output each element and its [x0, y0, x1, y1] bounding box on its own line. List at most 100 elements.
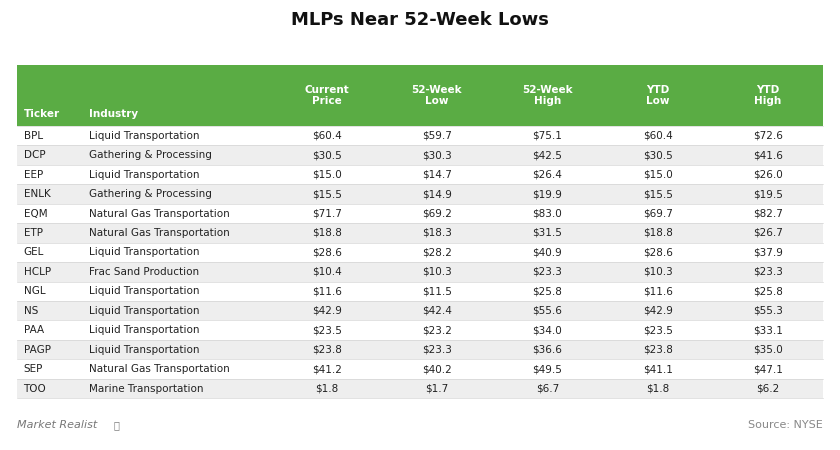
- Text: Ticker: Ticker: [24, 109, 60, 119]
- Text: $25.8: $25.8: [753, 286, 783, 296]
- Text: Frac Sand Production: Frac Sand Production: [89, 267, 199, 277]
- Text: Liquid Transportation: Liquid Transportation: [89, 286, 199, 296]
- Bar: [17, 262, 823, 282]
- Text: $26.7: $26.7: [753, 228, 783, 238]
- Text: $11.6: $11.6: [643, 286, 673, 296]
- Bar: [17, 282, 823, 301]
- Text: NS: NS: [24, 306, 38, 316]
- Text: $23.8: $23.8: [643, 345, 673, 355]
- Text: $41.1: $41.1: [643, 364, 673, 374]
- Text: $1.8: $1.8: [646, 383, 669, 394]
- Text: $41.6: $41.6: [753, 150, 783, 160]
- Text: $23.5: $23.5: [643, 325, 673, 335]
- Text: NGL: NGL: [24, 286, 45, 296]
- Bar: [17, 184, 823, 204]
- Text: $37.9: $37.9: [753, 248, 783, 257]
- Text: $18.3: $18.3: [422, 228, 452, 238]
- Text: $28.2: $28.2: [422, 248, 452, 257]
- Text: Gathering & Processing: Gathering & Processing: [89, 189, 212, 199]
- Text: $23.2: $23.2: [422, 325, 452, 335]
- Text: $82.7: $82.7: [753, 208, 783, 219]
- Text: $18.8: $18.8: [312, 228, 342, 238]
- Bar: [17, 360, 823, 379]
- Text: $15.5: $15.5: [312, 189, 342, 199]
- Text: Liquid Transportation: Liquid Transportation: [89, 345, 199, 355]
- Text: $23.3: $23.3: [753, 267, 783, 277]
- Text: $28.6: $28.6: [643, 248, 673, 257]
- Text: Liquid Transportation: Liquid Transportation: [89, 325, 199, 335]
- Text: $23.3: $23.3: [533, 267, 562, 277]
- Text: EQM: EQM: [24, 208, 47, 219]
- Text: $15.5: $15.5: [643, 189, 673, 199]
- Text: $42.9: $42.9: [643, 306, 673, 316]
- Text: $11.6: $11.6: [312, 286, 342, 296]
- Text: Liquid Transportation: Liquid Transportation: [89, 248, 199, 257]
- Text: 52-Week
Low: 52-Week Low: [412, 85, 462, 107]
- Text: DCP: DCP: [24, 150, 45, 160]
- Text: $1.8: $1.8: [315, 383, 339, 394]
- Text: $26.4: $26.4: [533, 170, 562, 180]
- Bar: [17, 204, 823, 223]
- Text: $14.7: $14.7: [422, 170, 452, 180]
- Text: $72.6: $72.6: [753, 130, 783, 141]
- Text: HCLP: HCLP: [24, 267, 50, 277]
- Text: Industry: Industry: [89, 109, 138, 119]
- Bar: [17, 223, 823, 243]
- Text: $36.6: $36.6: [533, 345, 562, 355]
- Text: $83.0: $83.0: [533, 208, 562, 219]
- Text: Current
Price: Current Price: [304, 85, 349, 107]
- Text: $30.5: $30.5: [312, 150, 342, 160]
- Text: $10.3: $10.3: [643, 267, 673, 277]
- Text: SEP: SEP: [24, 364, 43, 374]
- Text: Gathering & Processing: Gathering & Processing: [89, 150, 212, 160]
- Text: $75.1: $75.1: [533, 130, 562, 141]
- Text: 52-Week
High: 52-Week High: [522, 85, 573, 107]
- Text: ENLK: ENLK: [24, 189, 50, 199]
- Text: $6.2: $6.2: [756, 383, 780, 394]
- Text: $59.7: $59.7: [422, 130, 452, 141]
- Text: TOO: TOO: [24, 383, 46, 394]
- Text: Source: NYSE: Source: NYSE: [748, 420, 823, 430]
- Text: $30.5: $30.5: [643, 150, 673, 160]
- Text: Natural Gas Transportation: Natural Gas Transportation: [89, 228, 229, 238]
- Bar: [17, 65, 823, 126]
- Text: PAA: PAA: [24, 325, 44, 335]
- Text: $1.7: $1.7: [425, 383, 449, 394]
- Text: $26.0: $26.0: [753, 170, 783, 180]
- Text: $60.4: $60.4: [643, 130, 673, 141]
- Text: $69.7: $69.7: [643, 208, 673, 219]
- Text: BPL: BPL: [24, 130, 43, 141]
- Text: $55.3: $55.3: [753, 306, 783, 316]
- Bar: [17, 126, 823, 145]
- Text: $19.5: $19.5: [753, 189, 783, 199]
- Text: $42.9: $42.9: [312, 306, 342, 316]
- Text: $47.1: $47.1: [753, 364, 783, 374]
- Text: $15.0: $15.0: [312, 170, 342, 180]
- Text: PAGP: PAGP: [24, 345, 50, 355]
- Text: Liquid Transportation: Liquid Transportation: [89, 306, 199, 316]
- Text: $34.0: $34.0: [533, 325, 562, 335]
- Text: $60.4: $60.4: [312, 130, 342, 141]
- Text: $40.9: $40.9: [533, 248, 562, 257]
- Text: MLPs Near 52-Week Lows: MLPs Near 52-Week Lows: [291, 11, 549, 29]
- Text: $10.4: $10.4: [312, 267, 342, 277]
- Text: EEP: EEP: [24, 170, 43, 180]
- Bar: [17, 340, 823, 360]
- Text: Natural Gas Transportation: Natural Gas Transportation: [89, 208, 229, 219]
- Text: YTD
High: YTD High: [754, 85, 782, 107]
- Bar: [17, 379, 823, 398]
- Text: $15.0: $15.0: [643, 170, 673, 180]
- Text: $23.3: $23.3: [422, 345, 452, 355]
- Text: $30.3: $30.3: [423, 150, 452, 160]
- Text: $19.9: $19.9: [533, 189, 562, 199]
- Text: $25.8: $25.8: [533, 286, 562, 296]
- Text: $35.0: $35.0: [753, 345, 783, 355]
- Bar: [17, 243, 823, 262]
- Text: ETP: ETP: [24, 228, 43, 238]
- Text: $49.5: $49.5: [533, 364, 562, 374]
- Text: $69.2: $69.2: [422, 208, 452, 219]
- Text: Ⓠ: Ⓠ: [113, 420, 119, 430]
- Text: $33.1: $33.1: [753, 325, 783, 335]
- Bar: [17, 145, 823, 165]
- Text: $11.5: $11.5: [422, 286, 452, 296]
